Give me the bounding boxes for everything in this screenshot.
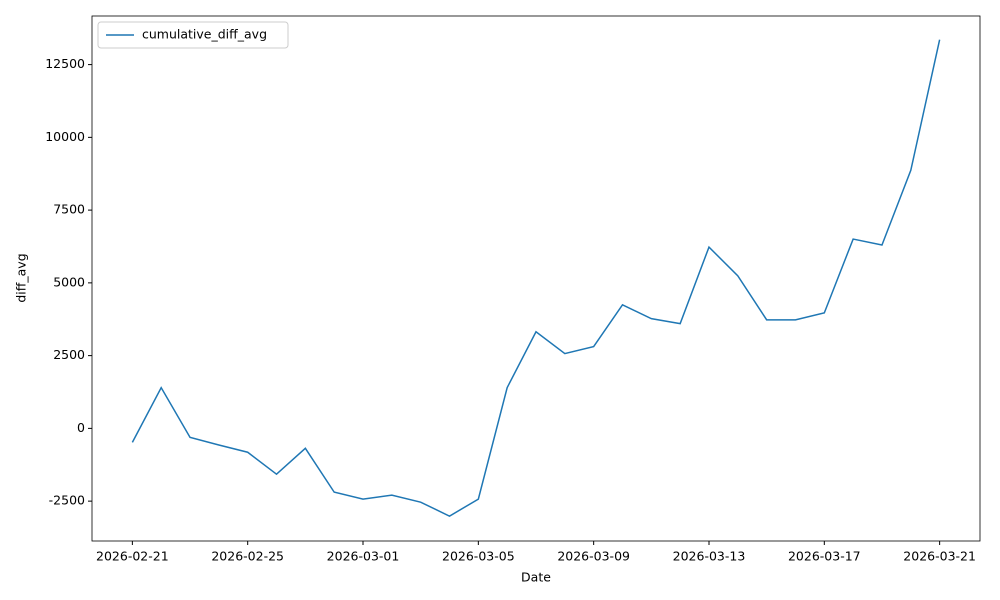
plot-frame — [91, 15, 981, 542]
y-tick-label: 0 — [77, 420, 85, 435]
y-axis-label: diff_avg — [14, 253, 29, 302]
x-tick-label: 2026-03-21 — [903, 549, 976, 564]
x-tick-label: 2026-03-09 — [557, 549, 630, 564]
x-tick-label: 2026-02-21 — [96, 549, 169, 564]
y-tick-label: 12500 — [45, 56, 85, 71]
x-tick-label: 2026-03-17 — [788, 549, 861, 564]
y-tick-label: 10000 — [45, 129, 85, 144]
y-tick-label: 7500 — [53, 202, 85, 217]
y-tick-label: 2500 — [53, 347, 85, 362]
y-tick-label: 5000 — [53, 274, 85, 289]
x-tick-label: 2026-03-13 — [673, 549, 746, 564]
x-tick-label: 2026-03-01 — [327, 549, 400, 564]
x-axis-label: Date — [521, 570, 551, 585]
legend-box — [97, 21, 289, 49]
data-line — [131, 39, 941, 517]
x-tick-label: 2026-03-05 — [442, 549, 515, 564]
y-tick-label: -2500 — [49, 493, 85, 508]
legend-label: cumulative_diff_avg — [142, 27, 267, 42]
x-tick-label: 2026-02-25 — [211, 549, 284, 564]
